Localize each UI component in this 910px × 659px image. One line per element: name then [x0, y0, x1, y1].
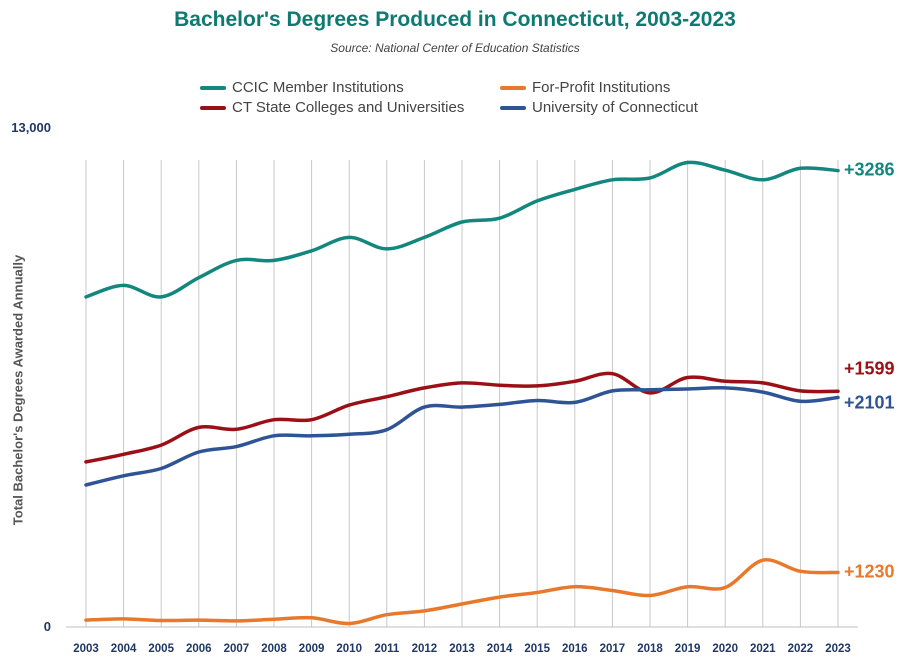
x-tick-label: 2017: [600, 643, 626, 655]
series-line-for-profit-institutions: [84, 558, 840, 626]
chart-title: Bachelor's Degrees Produced in Connectic…: [174, 8, 736, 31]
x-tick-label: 2021: [750, 643, 776, 655]
legend-swatch-ccic: [200, 85, 226, 90]
end-label-for-profit-institutions: +1230: [844, 561, 895, 581]
x-tick-label: 2009: [299, 643, 325, 655]
end-label-university-of-connecticut: +2101: [844, 392, 895, 412]
x-tick-label: 2010: [336, 643, 362, 655]
y-tick-label: 0: [44, 619, 51, 634]
chart-subtitle: Source: National Center of Education Sta…: [330, 41, 580, 55]
x-tick-label: 2003: [73, 643, 99, 655]
x-tick-label: 2005: [148, 643, 174, 655]
series-line-university-of-connecticut: [84, 386, 840, 487]
legend-label-ccic: CCIC Member Institutions: [232, 79, 404, 96]
legend-item-ct-state: CT State Colleges and Universities: [200, 99, 464, 116]
x-tick-label: 2014: [487, 643, 513, 655]
y-tick-label: 13,000: [11, 120, 51, 135]
x-tick-label: 2023: [825, 643, 851, 655]
legend-item-ccic: CCIC Member Institutions: [200, 79, 404, 96]
x-tick-label: 2022: [788, 643, 814, 655]
series-lines: [84, 160, 840, 626]
series-line-ct-state-colleges-and-universities: [84, 371, 840, 464]
x-tick-label: 2020: [712, 643, 738, 655]
gridlines: [85, 160, 839, 627]
x-tick-label: 2012: [412, 643, 438, 655]
x-tick-label: 2016: [562, 643, 588, 655]
legend-swatch-for-profit: [500, 85, 526, 90]
x-tick-label: 2008: [261, 643, 287, 655]
x-tick-label: 2006: [186, 643, 212, 655]
end-label-ccic-member-institutions: +3286: [844, 160, 895, 180]
legend-item-uconn: University of Connecticut: [500, 99, 698, 116]
x-tick-label: 2007: [224, 643, 250, 655]
x-axis-ticks: 2003 2004 2005 2006 2007 2008 2009 2010 2011 2012…: [73, 643, 851, 655]
legend-label-ct-state: CT State Colleges and Universities: [232, 99, 465, 116]
x-tick-label: 2013: [449, 643, 475, 655]
end-label-ct-state-colleges-and-universities: +1599: [844, 358, 895, 378]
end-labels: +3286 +1230 +1599 +2101: [844, 160, 895, 582]
x-tick-label: 2004: [111, 643, 137, 655]
series-line-ccic-member-institutions: [84, 160, 840, 299]
legend-item-for-profit: For-Profit Institutions: [500, 79, 670, 96]
legend-swatch-ct-state: [200, 105, 226, 110]
x-tick-label: 2018: [637, 643, 663, 655]
legend-label-uconn: University of Connecticut: [532, 99, 698, 116]
legend-label-for-profit: For-Profit Institutions: [532, 79, 671, 96]
x-tick-label: 2015: [524, 643, 550, 655]
legend-swatch-uconn: [500, 105, 526, 110]
x-tick-label: 2019: [675, 643, 701, 655]
x-tick-label: 2011: [374, 643, 400, 655]
y-axis-ticks: 0 13,000: [11, 120, 51, 634]
